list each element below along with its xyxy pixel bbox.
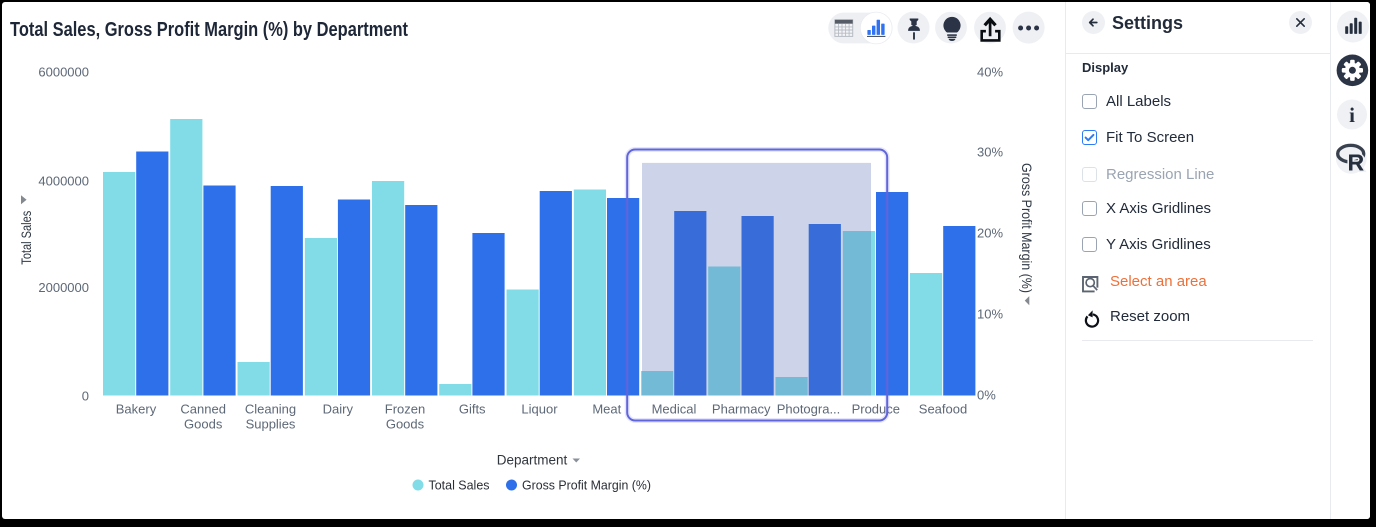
svg-text:6000000: 6000000 (38, 65, 89, 80)
svg-text:10%: 10% (977, 307, 1003, 322)
svg-text:Cleaning: Cleaning (245, 402, 296, 417)
svg-text:Meat: Meat (592, 402, 621, 417)
svg-text:Pharmacy: Pharmacy (712, 402, 771, 417)
svg-text:0: 0 (82, 389, 89, 404)
svg-text:Canned: Canned (180, 402, 226, 417)
svg-text:Frozen: Frozen (385, 402, 425, 417)
svg-text:0%: 0% (977, 388, 996, 403)
svg-text:40%: 40% (977, 65, 1003, 80)
svg-text:Produce: Produce (852, 402, 900, 417)
svg-text:i: i (1349, 103, 1355, 127)
svg-text:Department: Department (497, 453, 568, 468)
svg-text:Photogra...: Photogra... (777, 402, 841, 417)
svg-text:20%: 20% (977, 226, 1003, 241)
svg-text:R: R (1347, 149, 1364, 175)
svg-text:Seafood: Seafood (919, 402, 967, 417)
svg-text:Total Sales: Total Sales (18, 211, 34, 265)
svg-text:2000000: 2000000 (38, 280, 89, 295)
svg-text:Total Sales: Total Sales (429, 478, 490, 493)
svg-text:30%: 30% (977, 145, 1003, 160)
svg-text:Goods: Goods (386, 417, 425, 432)
svg-text:Gifts: Gifts (459, 402, 486, 417)
svg-text:Dairy: Dairy (323, 402, 354, 417)
svg-text:Total Sales, Gross Profit Marg: Total Sales, Gross Profit Margin (%) by … (10, 19, 408, 41)
svg-text:Goods: Goods (184, 417, 223, 432)
svg-text:Bakery: Bakery (116, 402, 157, 417)
svg-text:Gross Profit Margin (%): Gross Profit Margin (%) (522, 478, 651, 493)
svg-text:Supplies: Supplies (246, 417, 296, 432)
svg-text:Liquor: Liquor (521, 402, 558, 417)
svg-text:Medical: Medical (652, 402, 697, 417)
svg-text:R: R (1347, 149, 1364, 175)
svg-text:4000000: 4000000 (38, 174, 89, 189)
svg-text:Gross Profit Margin (%): Gross Profit Margin (%) (1019, 163, 1035, 293)
